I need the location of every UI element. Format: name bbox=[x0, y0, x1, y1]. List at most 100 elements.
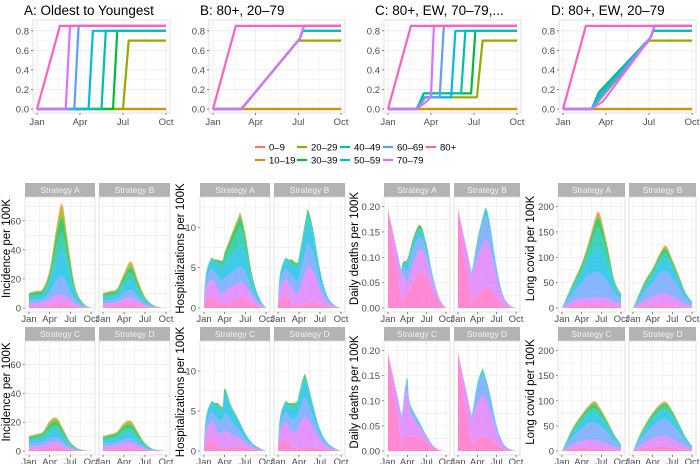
y-tick-label: 0.00 bbox=[362, 447, 381, 458]
facet-strip-label: Strategy B bbox=[643, 185, 683, 195]
area-band-60–69 bbox=[278, 243, 341, 308]
area-band-50–59 bbox=[29, 430, 91, 451]
x-tick-label: Jul bbox=[595, 314, 607, 325]
facet-strategy-b: Strategy B Jan Apr Jul Oct bbox=[95, 183, 174, 325]
y-tick-label: 5 bbox=[191, 263, 196, 274]
y-tick-label: 0.6 bbox=[16, 46, 29, 57]
facet-strip-label: Strategy A bbox=[397, 185, 437, 195]
legend-label: 60–69 bbox=[397, 143, 423, 154]
x-tick-label: Jan bbox=[270, 457, 285, 464]
y-tick-label: 0.8 bbox=[192, 26, 205, 37]
area-band-60–69 bbox=[633, 419, 692, 451]
x-tick-label: Jan bbox=[21, 314, 36, 325]
outcome-panel: Long covid per 100K050100150200Strategy … bbox=[525, 327, 700, 464]
vaccination-panel-a: A: Oldest to Youngest 0.0 0.2 0.4 0.6 0.8 Jan A… bbox=[16, 3, 174, 128]
y-tick-label: 100 bbox=[538, 253, 554, 264]
x-tick-label: Oct bbox=[439, 314, 454, 325]
area-band-40–49 bbox=[204, 225, 266, 308]
x-tick-label: Jul bbox=[421, 457, 433, 464]
area-band-20–29 bbox=[562, 402, 621, 451]
x-tick-label: Jul bbox=[421, 314, 433, 325]
area-band-50–59 bbox=[633, 411, 692, 451]
area-band-20–29 bbox=[103, 422, 166, 451]
area-band-60–69 bbox=[458, 209, 516, 308]
area-band-80+ bbox=[633, 304, 692, 308]
facet-strip bbox=[200, 327, 270, 341]
y-axis-label: Hospitalizations per 100K bbox=[175, 326, 187, 457]
area-band-50–59 bbox=[103, 432, 166, 451]
area-band-80+ bbox=[458, 355, 516, 451]
x-tick-label: Apr bbox=[599, 117, 614, 128]
area-band-60–69 bbox=[562, 271, 621, 308]
y-tick-label: 0.15 bbox=[362, 227, 381, 238]
area-band-50–59 bbox=[562, 413, 621, 451]
x-tick-label: Jan bbox=[380, 117, 395, 128]
vaccination-panel-b: B: 80+, 20–79 0.0 0.2 0.4 0.6 0.8 Jan Apr Jul Oct bbox=[192, 3, 349, 128]
x-tick-label: Jul bbox=[139, 457, 151, 464]
y-tick-label: 0.20 bbox=[362, 346, 381, 357]
y-axis-label: Long covid per 100K bbox=[525, 339, 537, 445]
area-band-40–49 bbox=[29, 232, 91, 308]
y-tick-label: 0.0 bbox=[192, 105, 205, 116]
x-tick-label: Jul bbox=[314, 314, 326, 325]
series-line-8 bbox=[35, 24, 166, 110]
area-band-40–49 bbox=[562, 227, 621, 308]
x-tick-label: Jan bbox=[196, 457, 211, 464]
facet-strip-label: Strategy D bbox=[467, 329, 507, 339]
x-tick-label: Oct bbox=[84, 457, 99, 464]
x-tick-label: Jan bbox=[95, 457, 110, 464]
x-tick-label: Apr bbox=[574, 314, 589, 325]
x-tick-label: Apr bbox=[424, 117, 439, 128]
panel-title: B: 80+, 20–79 bbox=[200, 3, 284, 18]
facet-strip-label: Strategy D bbox=[289, 329, 329, 339]
x-tick-label: Jul bbox=[64, 457, 76, 464]
area-band-50–59 bbox=[562, 246, 621, 308]
x-tick-label: Oct bbox=[334, 117, 349, 128]
area-band-70–79 bbox=[388, 209, 446, 308]
y-tick-label: 0.15 bbox=[362, 371, 381, 382]
area-band-60–69 bbox=[204, 266, 266, 308]
x-tick-label: Apr bbox=[42, 314, 57, 325]
area-band-50–59 bbox=[278, 218, 341, 308]
area-band-80+ bbox=[278, 438, 341, 451]
x-tick-label: Apr bbox=[217, 314, 232, 325]
y-tick-label: 60 bbox=[10, 360, 21, 371]
area-band-40–49 bbox=[633, 406, 692, 451]
area-band-70–79 bbox=[458, 353, 516, 451]
y-tick-label: 0.0 bbox=[367, 105, 380, 116]
area-band-20–29 bbox=[29, 419, 91, 451]
y-tick-label: 40 bbox=[10, 245, 21, 256]
x-tick-label: Apr bbox=[292, 457, 307, 464]
area-band-80+ bbox=[103, 303, 166, 308]
y-tick-label: 0 bbox=[191, 447, 196, 458]
y-tick-label: 50 bbox=[543, 421, 554, 432]
area-band-80+ bbox=[278, 295, 341, 308]
y-tick-label: 0.6 bbox=[542, 46, 555, 57]
x-tick-label: Oct bbox=[439, 457, 454, 464]
x-tick-label: Jan bbox=[380, 314, 395, 325]
facet-strip-label: Strategy A bbox=[40, 185, 80, 195]
area-band-40–49 bbox=[29, 425, 91, 451]
y-tick-label: 5 bbox=[191, 407, 196, 418]
facet-strip bbox=[25, 327, 95, 341]
y-tick-label: 0.4 bbox=[192, 65, 205, 76]
x-tick-label: Apr bbox=[400, 314, 415, 325]
x-tick-label: Jul bbox=[64, 314, 76, 325]
x-tick-label: Oct bbox=[334, 314, 349, 325]
vaccination-panel-c: C: 80+, EW, 70–79,... 0.0 0.2 0.4 0.6 0.8 Jan A… bbox=[367, 3, 525, 128]
y-tick-label: 0.2 bbox=[542, 85, 555, 96]
y-axis-label: Daily deaths per 100K bbox=[349, 335, 361, 448]
area-band-30–39 bbox=[204, 216, 266, 308]
x-tick-label: Jan bbox=[554, 314, 569, 325]
y-tick-label: 0.05 bbox=[362, 278, 381, 289]
y-tick-label: 0.2 bbox=[192, 85, 205, 96]
area-band-40–49 bbox=[562, 408, 621, 451]
facet-strip-label: Strategy B bbox=[290, 185, 330, 195]
facet-strategy-d: Strategy D Jan Apr Jul Oct bbox=[450, 327, 524, 464]
facet-strip bbox=[629, 327, 696, 341]
legend-label: 10–19 bbox=[269, 156, 295, 167]
facet-strip bbox=[454, 183, 520, 197]
